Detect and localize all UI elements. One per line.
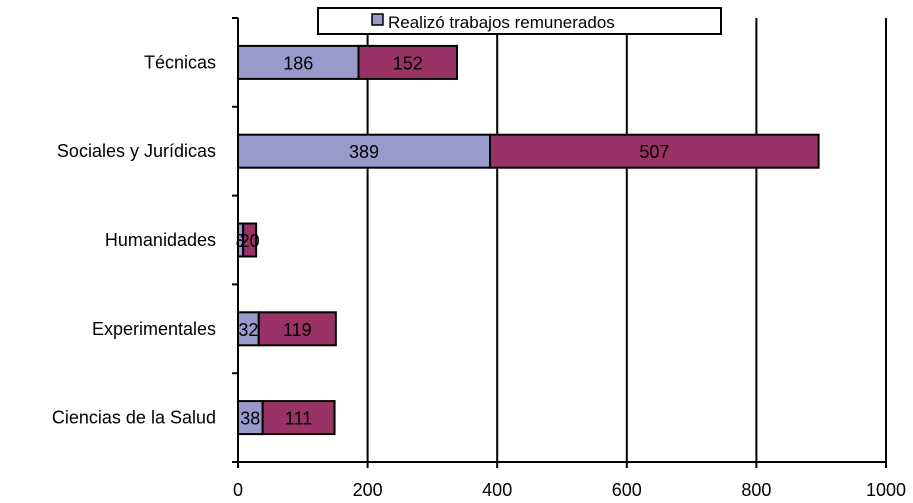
x-tick-label: 1000 xyxy=(866,480,906,500)
data-label: 507 xyxy=(639,142,669,162)
data-label: 38 xyxy=(240,409,260,429)
bar-segment xyxy=(261,400,336,436)
x-tick-label: 0 xyxy=(233,480,243,500)
bars: 186 152 389 507 820 32 119 38 111 xyxy=(236,44,820,436)
category-label: Experimentales xyxy=(92,319,216,339)
category-label: Sociales y Jurídicas xyxy=(57,141,216,161)
legend-entry-label: Realizó trabajos remunerados xyxy=(388,13,615,32)
bar-segment xyxy=(357,44,459,80)
data-label: 389 xyxy=(349,142,379,162)
axes xyxy=(232,17,887,468)
data-label: 32 xyxy=(238,320,258,340)
legend: Realizó trabajos remunerados xyxy=(317,7,722,35)
x-tick-label: 200 xyxy=(353,480,383,500)
gridlines xyxy=(366,18,887,462)
bar-segment xyxy=(242,222,258,258)
bar-segment xyxy=(489,133,820,169)
category-label: Técnicas xyxy=(144,52,216,72)
category-labels: Técnicas Sociales y Jurídicas Humanidades E… xyxy=(52,52,216,427)
x-tick-label: 600 xyxy=(612,480,642,500)
data-label: 186 xyxy=(283,53,313,73)
category-label: Humanidades xyxy=(105,230,216,250)
x-tick-label: 800 xyxy=(741,480,771,500)
legend-swatch xyxy=(371,13,384,26)
data-label: 8 xyxy=(236,231,246,251)
bar-segment xyxy=(237,133,492,169)
data-label: 119 xyxy=(283,320,312,340)
data-label: 152 xyxy=(393,53,423,73)
x-tick-label: 400 xyxy=(482,480,512,500)
bar-segment xyxy=(257,311,337,347)
data-label: 111 xyxy=(285,409,312,429)
tick-labels: 0 200 400 600 800 1000 xyxy=(233,480,906,500)
data-label: 20 xyxy=(240,231,260,251)
category-label: Ciencias de la Salud xyxy=(52,408,216,428)
legend-box xyxy=(317,7,722,35)
